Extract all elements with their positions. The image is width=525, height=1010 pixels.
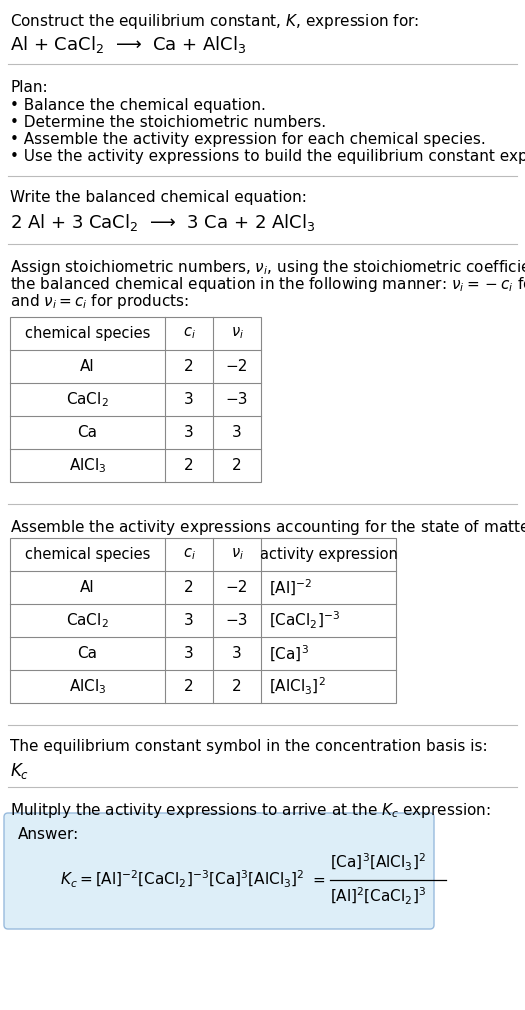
Text: 2: 2 (184, 679, 194, 694)
Text: 3: 3 (184, 425, 194, 440)
Text: $K_c = [\mathrm{Al}]^{-2}[\mathrm{CaCl_2}]^{-3}[\mathrm{Ca}]^3[\mathrm{AlCl_3}]^: $K_c = [\mathrm{Al}]^{-2}[\mathrm{CaCl_2… (60, 869, 304, 890)
Text: $\nu_i$: $\nu_i$ (230, 325, 244, 341)
Text: • Determine the stoichiometric numbers.: • Determine the stoichiometric numbers. (10, 115, 326, 130)
Text: Ca: Ca (78, 646, 98, 661)
Text: Write the balanced chemical equation:: Write the balanced chemical equation: (10, 190, 307, 205)
Text: Plan:: Plan: (10, 80, 48, 95)
Text: $[\mathrm{Ca}]^3[\mathrm{AlCl_3}]^2$: $[\mathrm{Ca}]^3[\mathrm{AlCl_3}]^2$ (330, 852, 426, 874)
Text: −2: −2 (226, 580, 248, 595)
Text: 2: 2 (232, 679, 242, 694)
Text: the balanced chemical equation in the following manner: $\nu_i = -c_i$ for react: the balanced chemical equation in the fo… (10, 275, 525, 294)
Text: −3: −3 (226, 392, 248, 407)
Text: 2: 2 (184, 580, 194, 595)
Text: 3: 3 (184, 613, 194, 628)
Text: 2 Al + 3 CaCl$_2$  ⟶  3 Ca + 2 AlCl$_3$: 2 Al + 3 CaCl$_2$ ⟶ 3 Ca + 2 AlCl$_3$ (10, 212, 315, 233)
Text: Assign stoichiometric numbers, $\nu_i$, using the stoichiometric coefficients, $: Assign stoichiometric numbers, $\nu_i$, … (10, 258, 525, 277)
Text: $=$: $=$ (310, 873, 326, 887)
Text: 3: 3 (184, 646, 194, 661)
Text: $[\mathrm{Al}]^{-2}$: $[\mathrm{Al}]^{-2}$ (269, 578, 312, 598)
Text: • Assemble the activity expression for each chemical species.: • Assemble the activity expression for e… (10, 132, 486, 147)
Text: Mulitply the activity expressions to arrive at the $K_c$ expression:: Mulitply the activity expressions to arr… (10, 801, 491, 820)
Text: • Balance the chemical equation.: • Balance the chemical equation. (10, 98, 266, 113)
Text: and $\nu_i = c_i$ for products:: and $\nu_i = c_i$ for products: (10, 292, 189, 311)
Text: 2: 2 (184, 458, 194, 473)
Text: $[\mathrm{AlCl_3}]^2$: $[\mathrm{AlCl_3}]^2$ (269, 676, 326, 697)
Text: 2: 2 (184, 359, 194, 374)
Text: −3: −3 (226, 613, 248, 628)
Bar (10, 538, 396, 703)
Text: chemical species: chemical species (25, 547, 150, 562)
Text: $c_i$: $c_i$ (183, 325, 195, 341)
Text: $[\mathrm{Ca}]^3$: $[\mathrm{Ca}]^3$ (269, 643, 309, 664)
Text: Construct the equilibrium constant, $K$, expression for:: Construct the equilibrium constant, $K$,… (10, 12, 419, 31)
Bar (10, 317, 261, 482)
Text: Assemble the activity expressions accounting for the state of matter and $\nu_i$: Assemble the activity expressions accoun… (10, 518, 525, 537)
Text: $[\mathrm{CaCl_2}]^{-3}$: $[\mathrm{CaCl_2}]^{-3}$ (269, 610, 340, 631)
Text: 2: 2 (232, 458, 242, 473)
Text: 3: 3 (232, 425, 242, 440)
Text: $\nu_i$: $\nu_i$ (230, 546, 244, 563)
Text: Al: Al (80, 359, 95, 374)
Text: Al + CaCl$_2$  ⟶  Ca + AlCl$_3$: Al + CaCl$_2$ ⟶ Ca + AlCl$_3$ (10, 34, 247, 55)
Text: Answer:: Answer: (18, 827, 79, 842)
Text: AlCl$_3$: AlCl$_3$ (69, 457, 106, 475)
Text: CaCl$_2$: CaCl$_2$ (66, 390, 109, 409)
Text: 3: 3 (232, 646, 242, 661)
Text: Ca: Ca (78, 425, 98, 440)
Text: Al: Al (80, 580, 95, 595)
Text: $K_c$: $K_c$ (10, 761, 29, 781)
Text: $c_i$: $c_i$ (183, 546, 195, 563)
Text: $[\mathrm{Al}]^2[\mathrm{CaCl_2}]^3$: $[\mathrm{Al}]^2[\mathrm{CaCl_2}]^3$ (330, 886, 426, 907)
Text: chemical species: chemical species (25, 326, 150, 341)
Text: −2: −2 (226, 359, 248, 374)
Text: • Use the activity expressions to build the equilibrium constant expression.: • Use the activity expressions to build … (10, 149, 525, 164)
Text: CaCl$_2$: CaCl$_2$ (66, 611, 109, 630)
Text: activity expression: activity expression (259, 547, 397, 562)
Text: 3: 3 (184, 392, 194, 407)
Text: The equilibrium constant symbol in the concentration basis is:: The equilibrium constant symbol in the c… (10, 739, 488, 754)
Text: AlCl$_3$: AlCl$_3$ (69, 677, 106, 696)
FancyBboxPatch shape (4, 813, 434, 929)
